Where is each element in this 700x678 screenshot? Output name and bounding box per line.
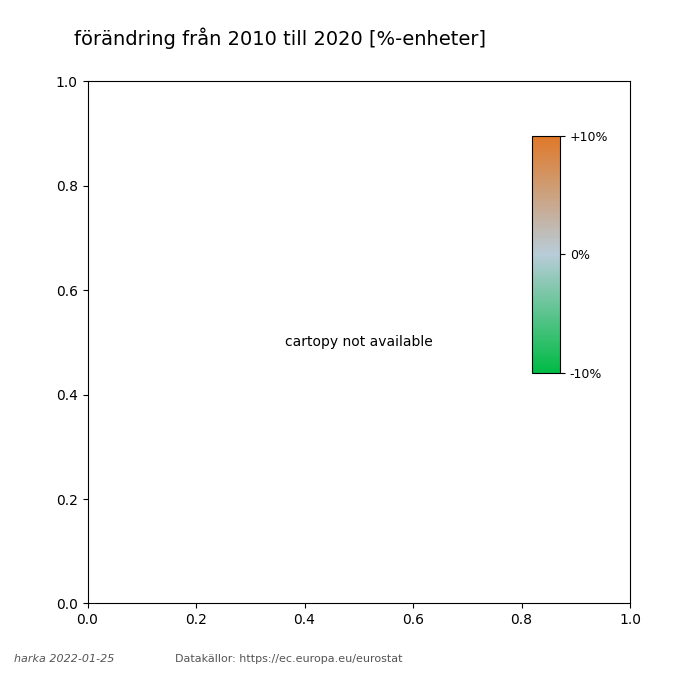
Text: harka 2022-01-25: harka 2022-01-25 (14, 654, 114, 664)
Text: förändring från 2010 till 2020 [%-enheter]: förändring från 2010 till 2020 [%-enhete… (74, 27, 486, 49)
Text: cartopy not available: cartopy not available (285, 336, 433, 349)
Text: Datakällor: https://ec.europa.eu/eurostat: Datakällor: https://ec.europa.eu/eurosta… (175, 654, 402, 664)
